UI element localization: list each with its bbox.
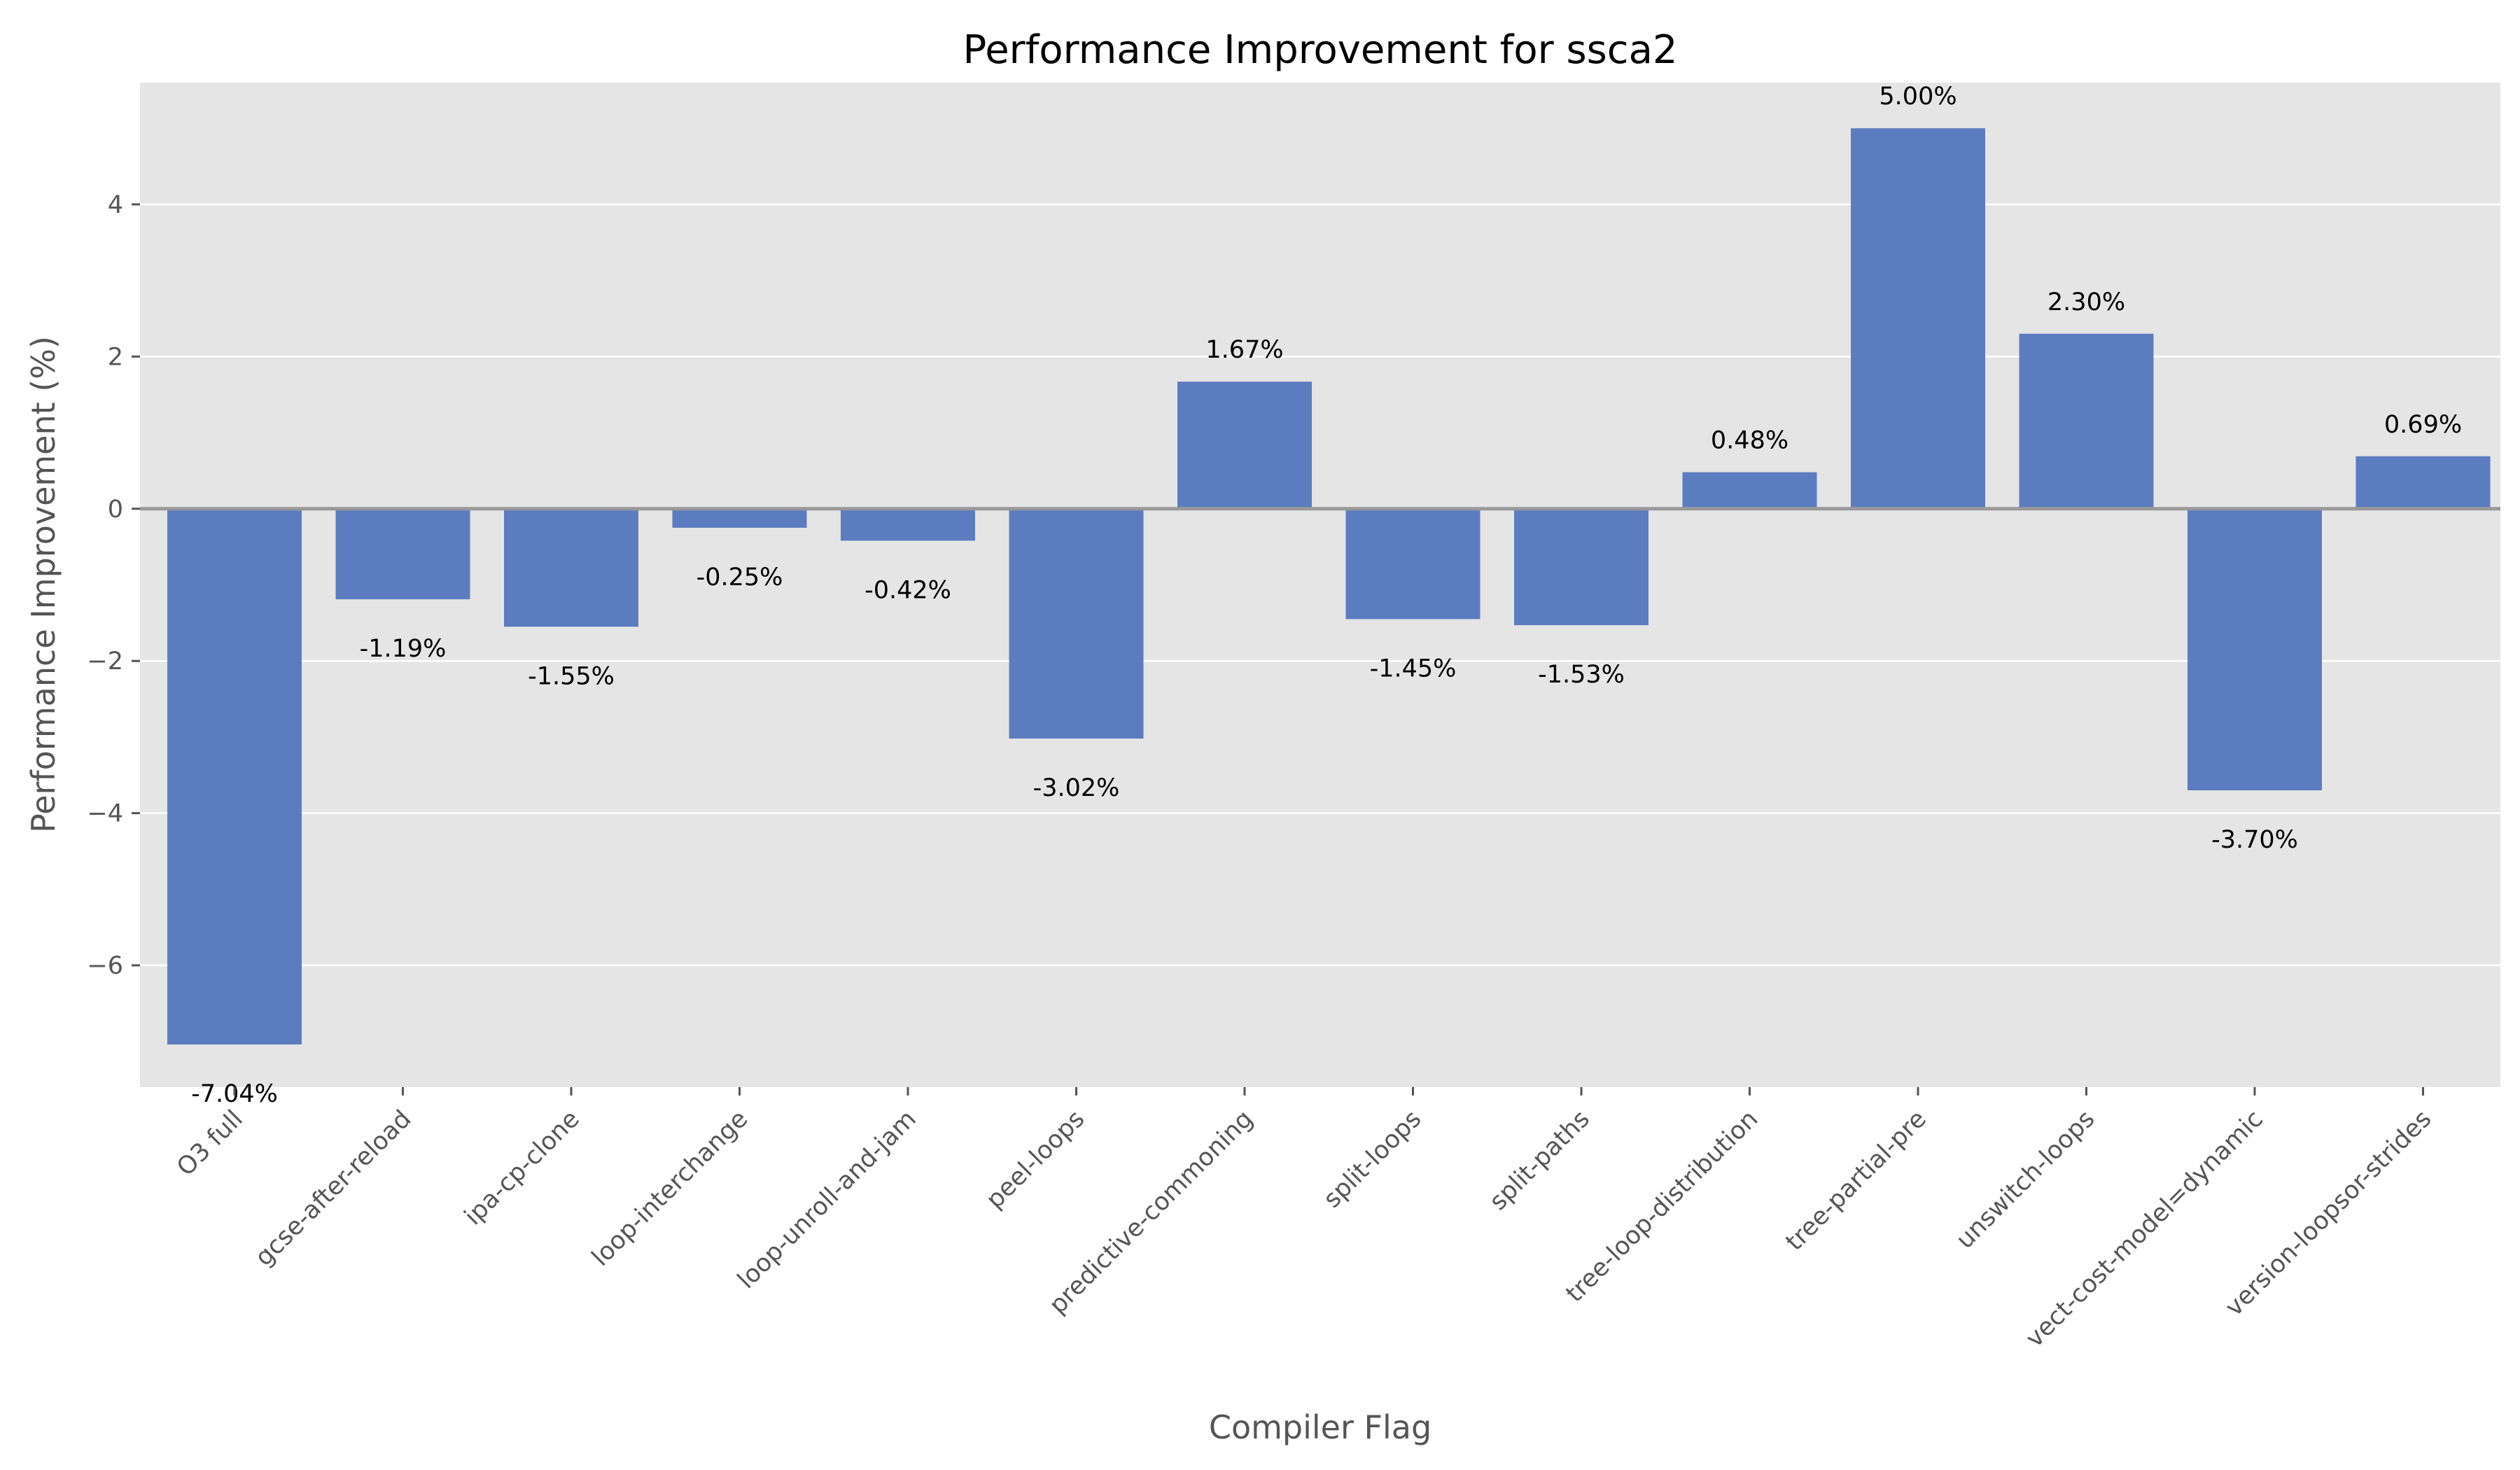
bar	[2356, 456, 2491, 509]
x-tick-label: tree-loop-distribution	[1561, 1105, 1764, 1308]
bar	[1009, 508, 1144, 739]
y-axis-label: Performance Improvement (%)	[24, 336, 62, 833]
y-tick-label: −6	[87, 952, 123, 980]
y-tick-label: −4	[87, 800, 123, 828]
x-tick-label: loop-unroll-and-jam	[732, 1105, 922, 1295]
data-label: -1.19%	[360, 635, 447, 663]
bar	[2188, 508, 2322, 791]
y-tick-label: 2	[108, 343, 123, 371]
x-tick-label: gcse-after-reload	[250, 1105, 416, 1272]
bar	[2019, 333, 2154, 509]
data-label: -0.42%	[864, 576, 951, 604]
bar	[1682, 472, 1817, 509]
x-tick-label: unswitch-loops	[1951, 1105, 2100, 1254]
bar	[504, 508, 638, 627]
x-axis-label: Compiler Flag	[1209, 1408, 1432, 1446]
x-tick-label: loop-interchange	[587, 1105, 753, 1272]
data-label: -1.53%	[1538, 661, 1625, 689]
bar	[1345, 508, 1480, 620]
data-label: -1.55%	[528, 662, 615, 690]
data-label: 5.00%	[1879, 83, 1956, 111]
data-label: -3.02%	[1033, 774, 1120, 802]
x-tick-label: tree-partial-pre	[1781, 1105, 1932, 1256]
bar	[841, 508, 975, 541]
x-tick-label: ipa-cp-clone	[459, 1105, 585, 1231]
data-label: 1.67%	[1205, 336, 1283, 364]
bar	[1851, 128, 1985, 509]
bar	[672, 508, 807, 528]
chart-title: Performance Improvement for ssca2	[962, 27, 1677, 73]
data-label: -3.70%	[2211, 826, 2298, 854]
y-tick-label: 4	[108, 191, 123, 219]
bar	[167, 508, 302, 1045]
x-tick-label: peel-loops	[981, 1105, 1090, 1214]
x-tick-label: O3 full	[172, 1105, 248, 1182]
y-tick-label: 0	[108, 496, 123, 524]
data-label: -1.45%	[1370, 654, 1457, 682]
bar	[1177, 382, 1312, 509]
x-tick-label: split-paths	[1484, 1105, 1595, 1216]
y-tick-label: −2	[87, 648, 123, 676]
data-label: 0.69%	[2384, 411, 2462, 439]
y-axis-ticks: −6 −4 −2 0 2 4	[87, 191, 140, 980]
bar	[335, 508, 470, 600]
data-label: 2.30%	[2047, 288, 2125, 316]
plot-background	[140, 83, 2500, 1087]
x-axis-ticks: O3 full gcse-after-reload ipa-cp-clone loop…	[172, 1087, 2437, 1353]
bars	[167, 128, 2491, 1045]
data-label: -0.25%	[696, 564, 783, 592]
bar	[1514, 508, 1648, 626]
data-label: 0.48%	[1711, 427, 1788, 455]
x-tick-label: split-loops	[1318, 1105, 1427, 1214]
